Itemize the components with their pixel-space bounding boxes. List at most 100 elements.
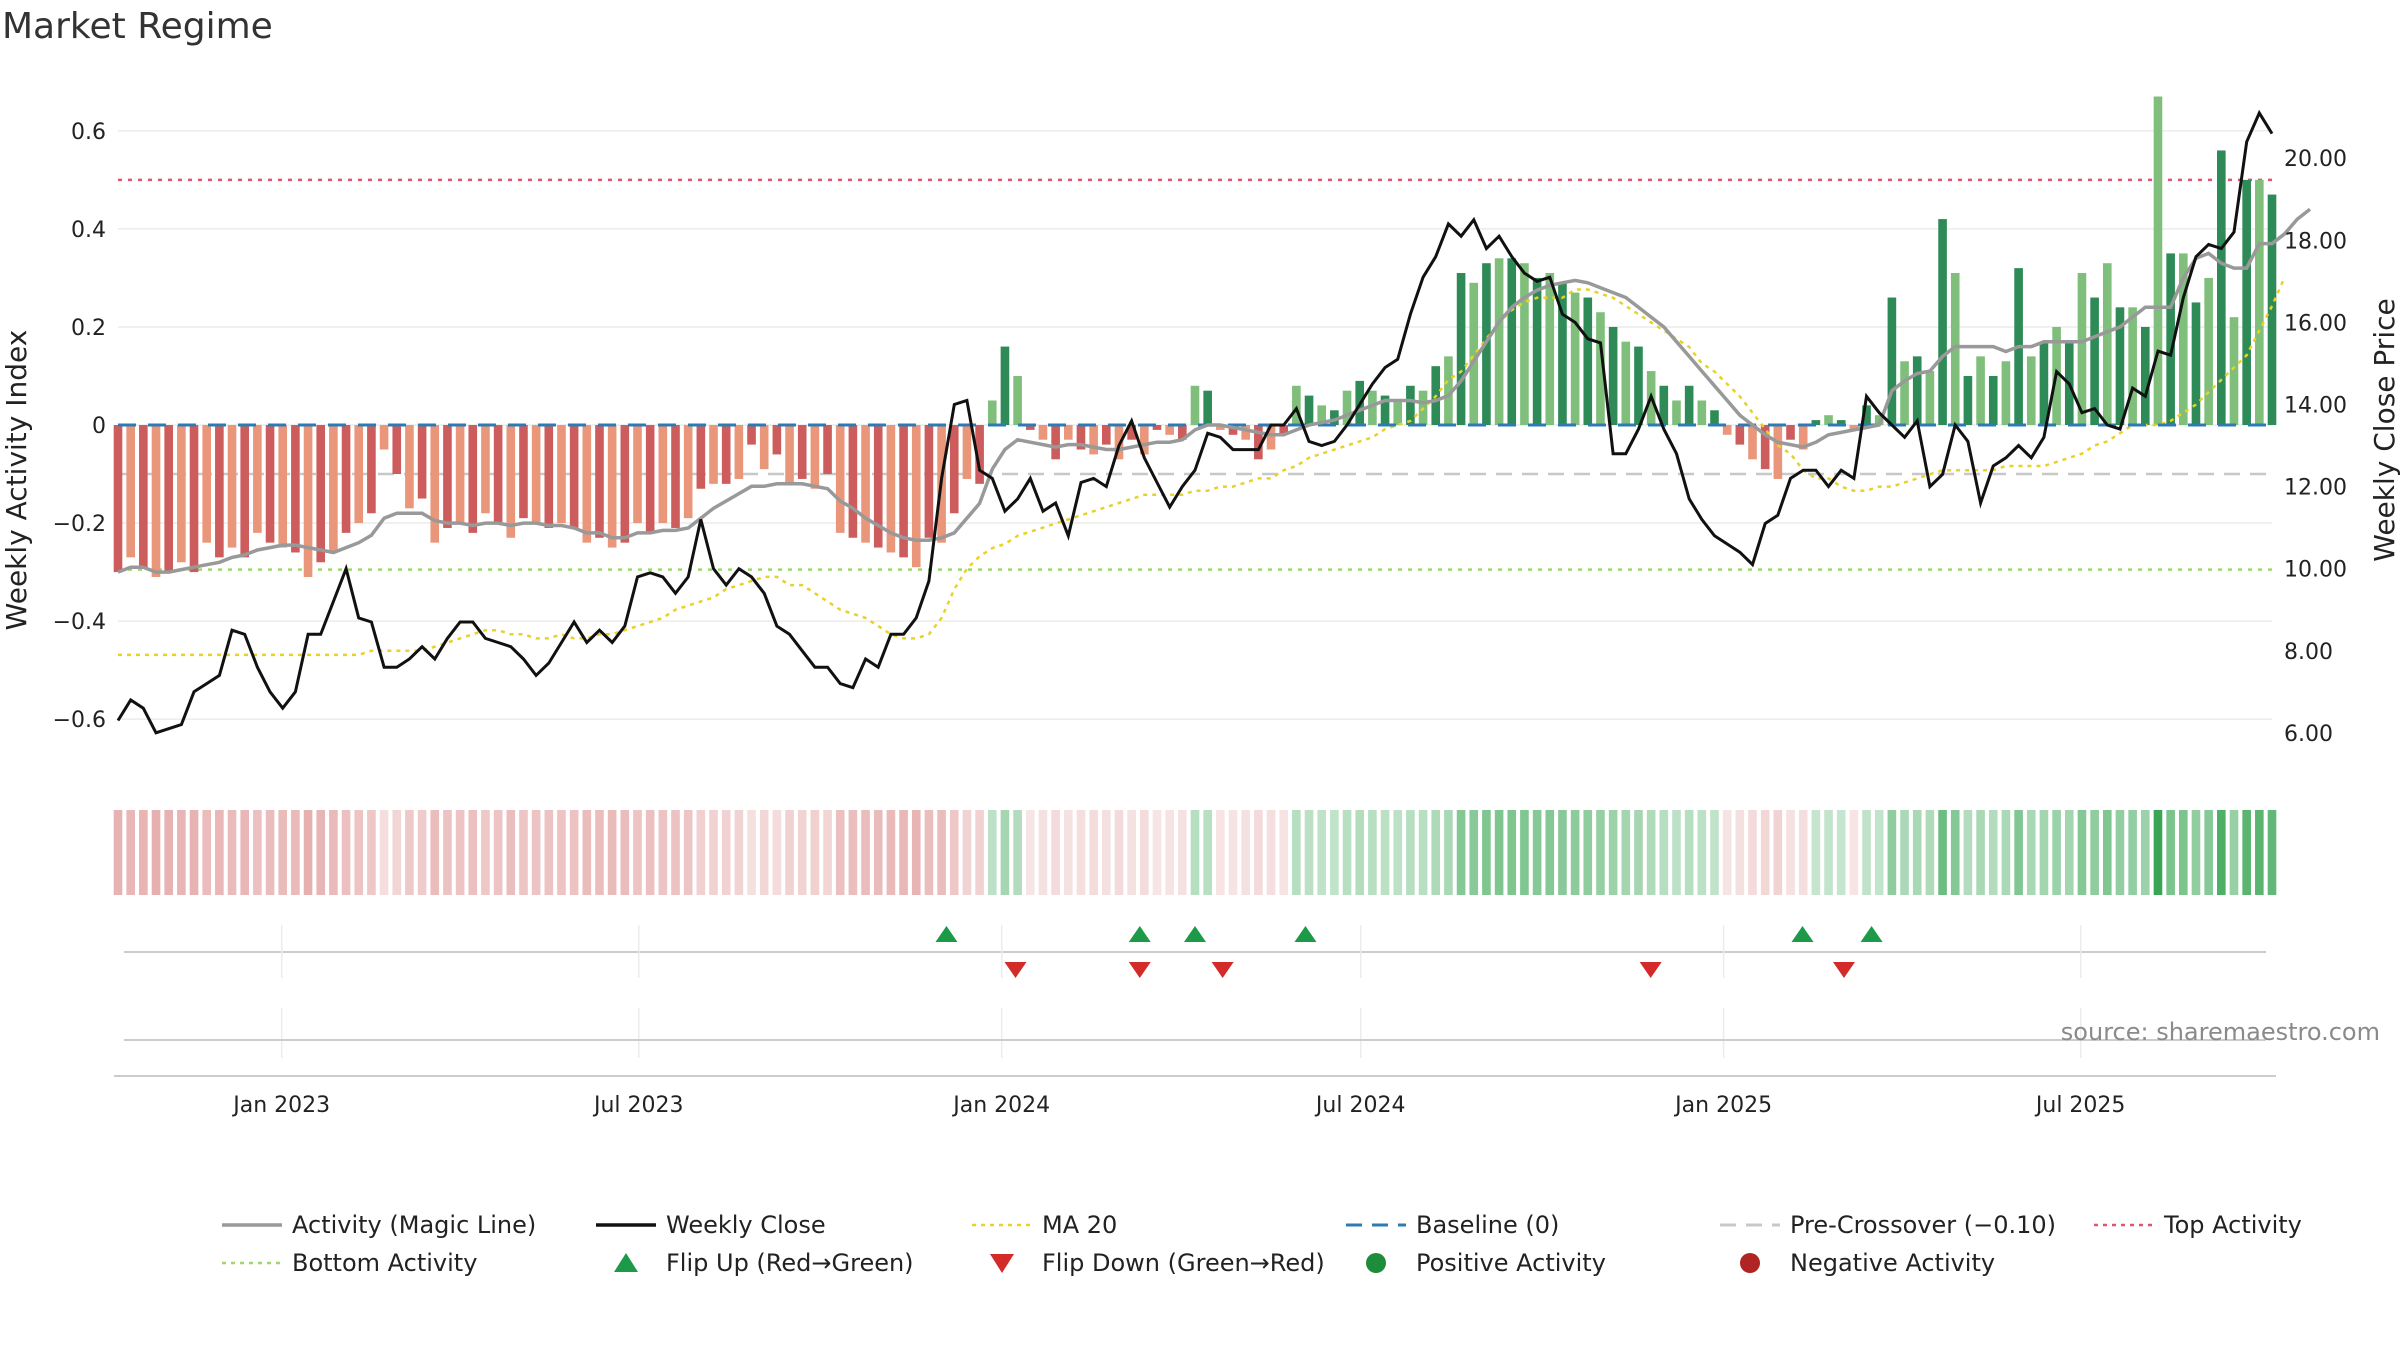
regime-strip-cell bbox=[1025, 810, 1035, 895]
regime-strip-cell bbox=[1520, 810, 1529, 895]
activity-bar bbox=[1038, 425, 1048, 440]
regime-strip-cell bbox=[544, 810, 554, 895]
activity-bar bbox=[1051, 425, 1060, 460]
activity-bar bbox=[569, 425, 579, 528]
regime-strip-cell bbox=[2153, 810, 2163, 895]
regime-strip-cell bbox=[557, 810, 566, 895]
activity-bar bbox=[1760, 425, 1770, 470]
regime-strip-cell bbox=[987, 810, 997, 895]
regime-strip-cell bbox=[265, 810, 275, 895]
regime-strip-cell bbox=[2191, 810, 2201, 895]
activity-bar bbox=[417, 425, 427, 499]
legend-label: Flip Up (Red→Green) bbox=[666, 1249, 914, 1277]
activity-bar bbox=[772, 425, 782, 455]
flip-down-marker bbox=[1639, 962, 1662, 978]
regime-strip-cell bbox=[949, 810, 959, 895]
regime-strip-cell bbox=[1203, 810, 1212, 895]
regime-strip-cell bbox=[772, 810, 782, 895]
activity-bar bbox=[1494, 258, 1504, 425]
activity-bar bbox=[1127, 425, 1136, 440]
activity-bar bbox=[949, 425, 959, 514]
chart-title: Market Regime bbox=[2, 6, 273, 47]
regime-strip-cell bbox=[1456, 810, 1466, 895]
activity-bar bbox=[2077, 273, 2087, 425]
activity-bar bbox=[405, 425, 414, 509]
regime-strip-cell bbox=[924, 810, 934, 895]
regime-strip-cell bbox=[2052, 810, 2061, 895]
regime-strip-cell bbox=[1279, 810, 1289, 895]
regime-strip-cell bbox=[1710, 810, 1719, 895]
activity-bar bbox=[1063, 425, 1073, 440]
regime-strip-cell bbox=[1330, 810, 1339, 895]
right-tick-label: 20.00 bbox=[2284, 147, 2347, 172]
regime-strip-cell bbox=[2128, 810, 2137, 895]
regime-strip-cell bbox=[595, 810, 604, 895]
flip-up-marker bbox=[1860, 926, 1883, 942]
regime-strip-cell bbox=[823, 810, 832, 895]
regime-strip-cell bbox=[886, 810, 896, 895]
regime-strip-cell bbox=[633, 810, 642, 895]
activity-bar bbox=[911, 425, 921, 568]
regime-strip-cell bbox=[1938, 810, 1947, 895]
series-lines bbox=[116, 109, 2312, 735]
regime-strip-cell bbox=[1811, 810, 1821, 895]
regime-strip-cell bbox=[1165, 810, 1174, 895]
activity-bar bbox=[2242, 179, 2251, 425]
regime-strip-cell bbox=[164, 810, 173, 895]
activity-bar bbox=[1456, 273, 1466, 425]
flip-up-marker bbox=[1128, 926, 1151, 942]
activity-bar bbox=[861, 425, 870, 543]
regime-strip-cell bbox=[2001, 810, 2011, 895]
activity-bar bbox=[696, 425, 706, 489]
regime-strip-cell bbox=[202, 810, 212, 895]
regime-strip-cell bbox=[1976, 810, 1985, 895]
regime-strip-cell bbox=[1292, 810, 1301, 895]
activity-bar bbox=[2039, 341, 2049, 425]
regime-strip-cell bbox=[1304, 810, 1314, 895]
activity-bar bbox=[1773, 425, 1783, 479]
regime-strip-cell bbox=[405, 810, 414, 895]
regime-strip-cell bbox=[1532, 810, 1542, 895]
legend-label: Negative Activity bbox=[1790, 1249, 1995, 1277]
flip-panel bbox=[124, 925, 2266, 978]
regime-strip-cell bbox=[2217, 810, 2226, 895]
regime-strip-cell bbox=[1431, 810, 1441, 895]
flip-up-marker bbox=[935, 926, 958, 942]
regime-strip-cell bbox=[1254, 810, 1263, 895]
regime-strip-cell bbox=[2014, 810, 2023, 895]
regime-strip-cell bbox=[2255, 810, 2264, 895]
activity-bar bbox=[126, 425, 135, 558]
activity-bar bbox=[1570, 292, 1580, 425]
activity-bar bbox=[1950, 273, 1960, 425]
activity-bar bbox=[1862, 405, 1871, 425]
regime-strip-cell bbox=[1494, 810, 1504, 895]
activity-bar bbox=[341, 425, 351, 533]
regime-strip-cell bbox=[354, 810, 364, 895]
right-tick-label: 6.00 bbox=[2284, 722, 2333, 747]
activity-bar bbox=[2140, 326, 2150, 425]
x-tick-label: Jul 2023 bbox=[592, 1093, 684, 1118]
legend-item: Flip Down (Green→Red) bbox=[990, 1249, 1325, 1277]
regime-strip-cell bbox=[2242, 810, 2251, 895]
flip-down-marker bbox=[1832, 962, 1855, 978]
activity-bar bbox=[2191, 302, 2201, 425]
regime-strip-cell bbox=[1900, 810, 1909, 895]
regime-strip-cell bbox=[443, 810, 452, 895]
regime-strip-cell bbox=[1634, 810, 1643, 895]
regime-strip-cell bbox=[1051, 810, 1060, 895]
activity-bar bbox=[734, 425, 744, 479]
regime-strip-cell bbox=[1114, 810, 1124, 895]
regime-strip-cell bbox=[1646, 810, 1656, 895]
bottom-panel bbox=[124, 1008, 2266, 1058]
source-note: source: sharemaestro.com bbox=[2061, 1018, 2380, 1046]
regime-strip-cell bbox=[645, 810, 655, 895]
regime-strip-cell bbox=[1317, 810, 1327, 895]
regime-strip-cell bbox=[569, 810, 579, 895]
activity-bar bbox=[835, 425, 845, 533]
activity-bar bbox=[2166, 253, 2175, 425]
regime-strip-cell bbox=[1127, 810, 1136, 895]
activity-bar bbox=[481, 425, 490, 514]
regime-strip-cell bbox=[1241, 810, 1250, 895]
regime-strip-cell bbox=[1101, 810, 1111, 895]
activity-bar bbox=[506, 425, 516, 538]
